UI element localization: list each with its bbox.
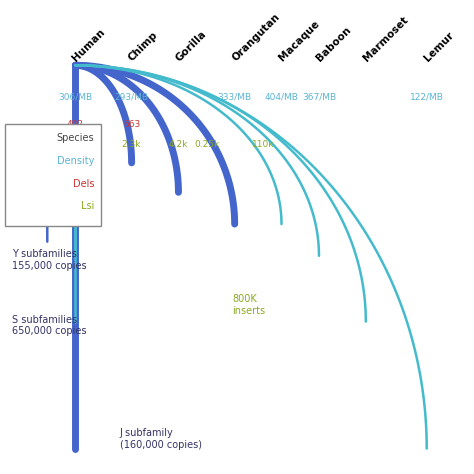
Text: 4.2k: 4.2k <box>169 140 188 149</box>
Text: Dels: Dels <box>73 179 94 189</box>
Text: Gorilla: Gorilla <box>173 28 208 63</box>
Text: 0.25k: 0.25k <box>194 140 219 149</box>
Text: Lemur: Lemur <box>422 30 456 63</box>
Text: Y subfamilies
155,000 copies: Y subfamilies 155,000 copies <box>12 249 87 271</box>
Text: 110k: 110k <box>252 140 274 149</box>
FancyBboxPatch shape <box>5 124 101 226</box>
Text: Species: Species <box>56 133 94 143</box>
Text: 492: 492 <box>67 120 84 129</box>
Text: Baboon: Baboon <box>314 25 353 63</box>
Text: 2.3k: 2.3k <box>122 140 141 149</box>
Text: Lsi: Lsi <box>81 201 94 211</box>
Text: Density: Density <box>57 156 94 166</box>
Text: Macaque: Macaque <box>277 18 321 63</box>
Text: S subfamilies
650,000 copies: S subfamilies 650,000 copies <box>12 315 87 337</box>
Text: 293/MB: 293/MB <box>115 92 149 101</box>
Text: 367/MB: 367/MB <box>302 92 336 101</box>
Text: 5k: 5k <box>70 140 81 149</box>
Text: Orangutan: Orangutan <box>230 12 282 63</box>
Text: Chimp: Chimp <box>127 30 160 63</box>
Text: J subfamily
(160,000 copies): J subfamily (160,000 copies) <box>120 428 202 450</box>
Text: 663: 663 <box>123 120 140 129</box>
Text: 306/MB: 306/MB <box>58 92 92 101</box>
Text: Marmoset: Marmoset <box>361 14 410 63</box>
Text: 122/MB: 122/MB <box>410 92 444 101</box>
Text: 404/MB: 404/MB <box>264 92 299 101</box>
Text: 333/MB: 333/MB <box>218 92 252 101</box>
Text: 800K
inserts: 800K inserts <box>232 294 265 316</box>
Text: Human: Human <box>71 27 107 63</box>
